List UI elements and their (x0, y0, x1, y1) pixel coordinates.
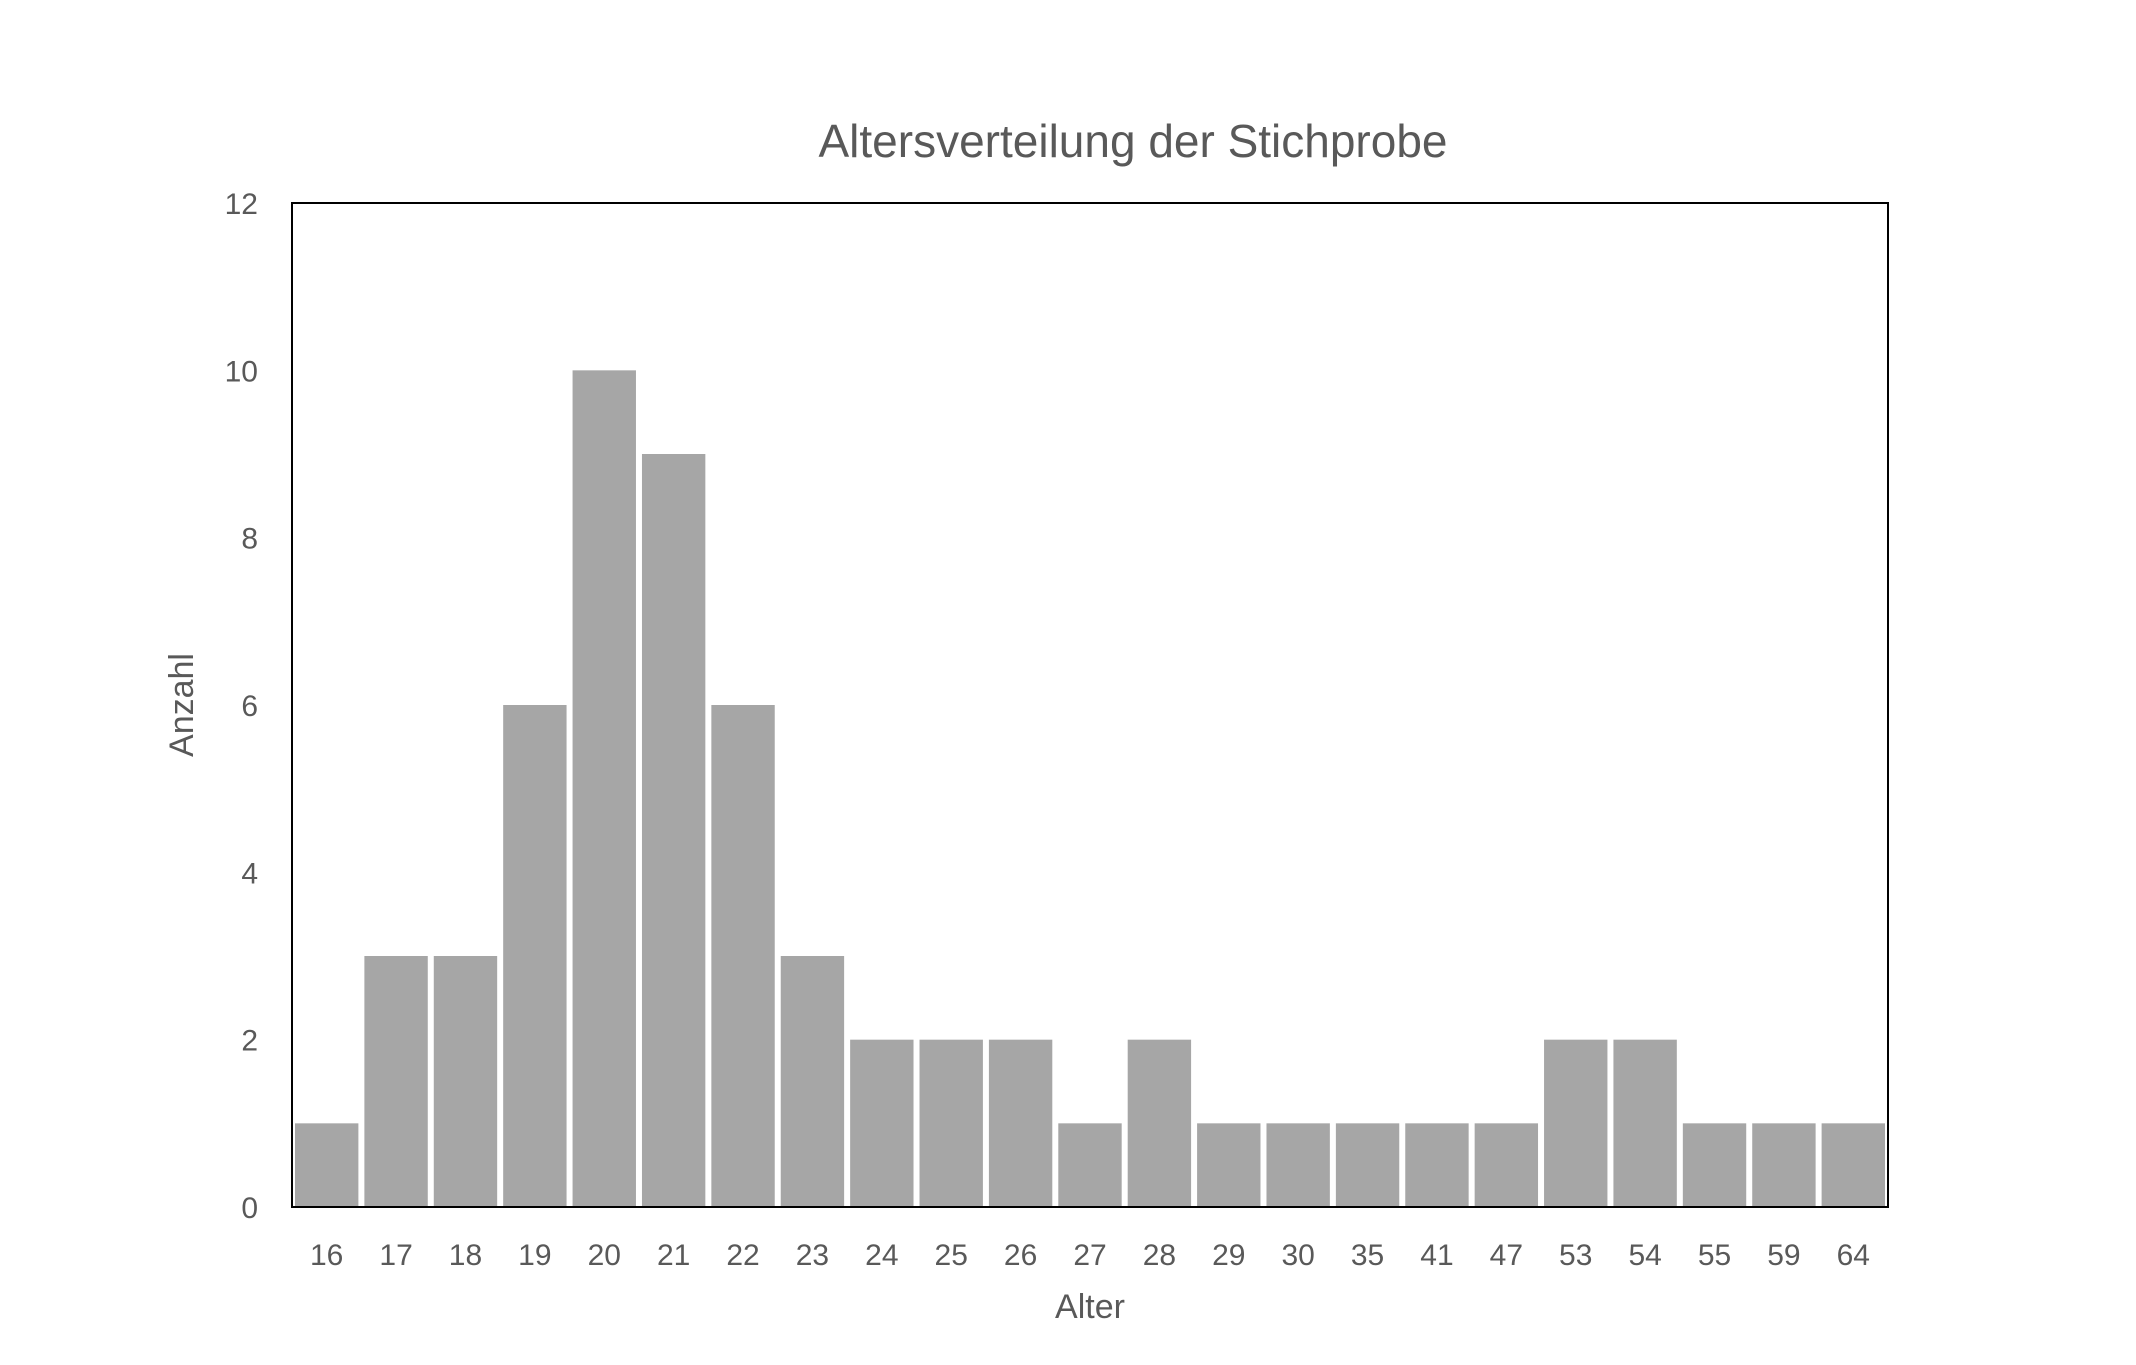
bar-29 (1197, 1123, 1261, 1207)
bar-25 (919, 1039, 983, 1207)
x-tick-labels: 16 17 18 19 20 21 22 23 24 25 26 27 28 29 30 35 41 47 53 54… (310, 1239, 1870, 1272)
bar-53 (1544, 1039, 1608, 1207)
bar-17 (364, 956, 428, 1207)
bar-41 (1405, 1123, 1469, 1207)
bar-21 (641, 454, 706, 1207)
bar-28 (1127, 1039, 1192, 1207)
y-tick-label: 10 (225, 355, 258, 388)
x-tick-label: 22 (726, 1239, 759, 1272)
bar-59 (1752, 1123, 1816, 1207)
y-tick-label: 4 (241, 857, 258, 890)
bar-64 (1821, 1123, 1885, 1207)
y-tick-label: 8 (241, 523, 258, 556)
x-tick-label: 16 (310, 1239, 343, 1272)
y-tick-label: 12 (225, 188, 258, 221)
bar-23 (780, 956, 845, 1207)
y-tick-labels: 0 2 4 6 8 10 12 (225, 188, 258, 1225)
bar-30 (1266, 1123, 1330, 1207)
x-tick-label: 35 (1351, 1239, 1384, 1272)
x-tick-label: 47 (1490, 1239, 1523, 1272)
bars-group (295, 370, 1885, 1208)
bar-47 (1474, 1123, 1539, 1207)
bar-55 (1682, 1123, 1747, 1207)
bar-18 (433, 956, 498, 1207)
y-axis-label: Anzahl (163, 653, 201, 757)
bar-26 (988, 1039, 1053, 1207)
x-tick-label: 28 (1143, 1239, 1176, 1272)
bar-24 (850, 1039, 914, 1207)
x-tick-label: 30 (1281, 1239, 1314, 1272)
x-tick-label: 25 (935, 1239, 968, 1272)
x-tick-label: 27 (1073, 1239, 1106, 1272)
y-tick-label: 0 (241, 1192, 258, 1225)
bar-54 (1613, 1039, 1677, 1207)
x-tick-label: 17 (379, 1239, 412, 1272)
bar-16 (295, 1123, 359, 1207)
bar-35 (1335, 1123, 1400, 1207)
y-tick-label: 2 (241, 1025, 258, 1058)
x-tick-label: 20 (588, 1239, 621, 1272)
bar-19 (503, 705, 567, 1207)
x-tick-label: 19 (518, 1239, 551, 1272)
x-tick-label: 59 (1767, 1239, 1800, 1272)
x-tick-label: 55 (1698, 1239, 1731, 1272)
x-tick-label: 41 (1420, 1239, 1453, 1272)
bar-27 (1058, 1123, 1122, 1207)
y-tick-label: 6 (241, 690, 258, 723)
x-tick-label: 26 (1004, 1239, 1037, 1272)
x-tick-label: 18 (449, 1239, 482, 1272)
plot-frame (291, 202, 1889, 1208)
chart-title: Altersverteilung der Stichprobe (819, 115, 1448, 167)
bar-22 (711, 705, 775, 1207)
x-tick-label: 29 (1212, 1239, 1245, 1272)
x-tick-label: 53 (1559, 1239, 1592, 1272)
x-tick-label: 54 (1628, 1239, 1661, 1272)
bar-20 (572, 370, 636, 1208)
x-tick-label: 64 (1837, 1239, 1870, 1272)
x-tick-label: 21 (657, 1239, 690, 1272)
x-axis-label: Alter (1055, 1288, 1125, 1326)
x-tick-label: 24 (865, 1239, 898, 1272)
x-tick-label: 23 (796, 1239, 829, 1272)
